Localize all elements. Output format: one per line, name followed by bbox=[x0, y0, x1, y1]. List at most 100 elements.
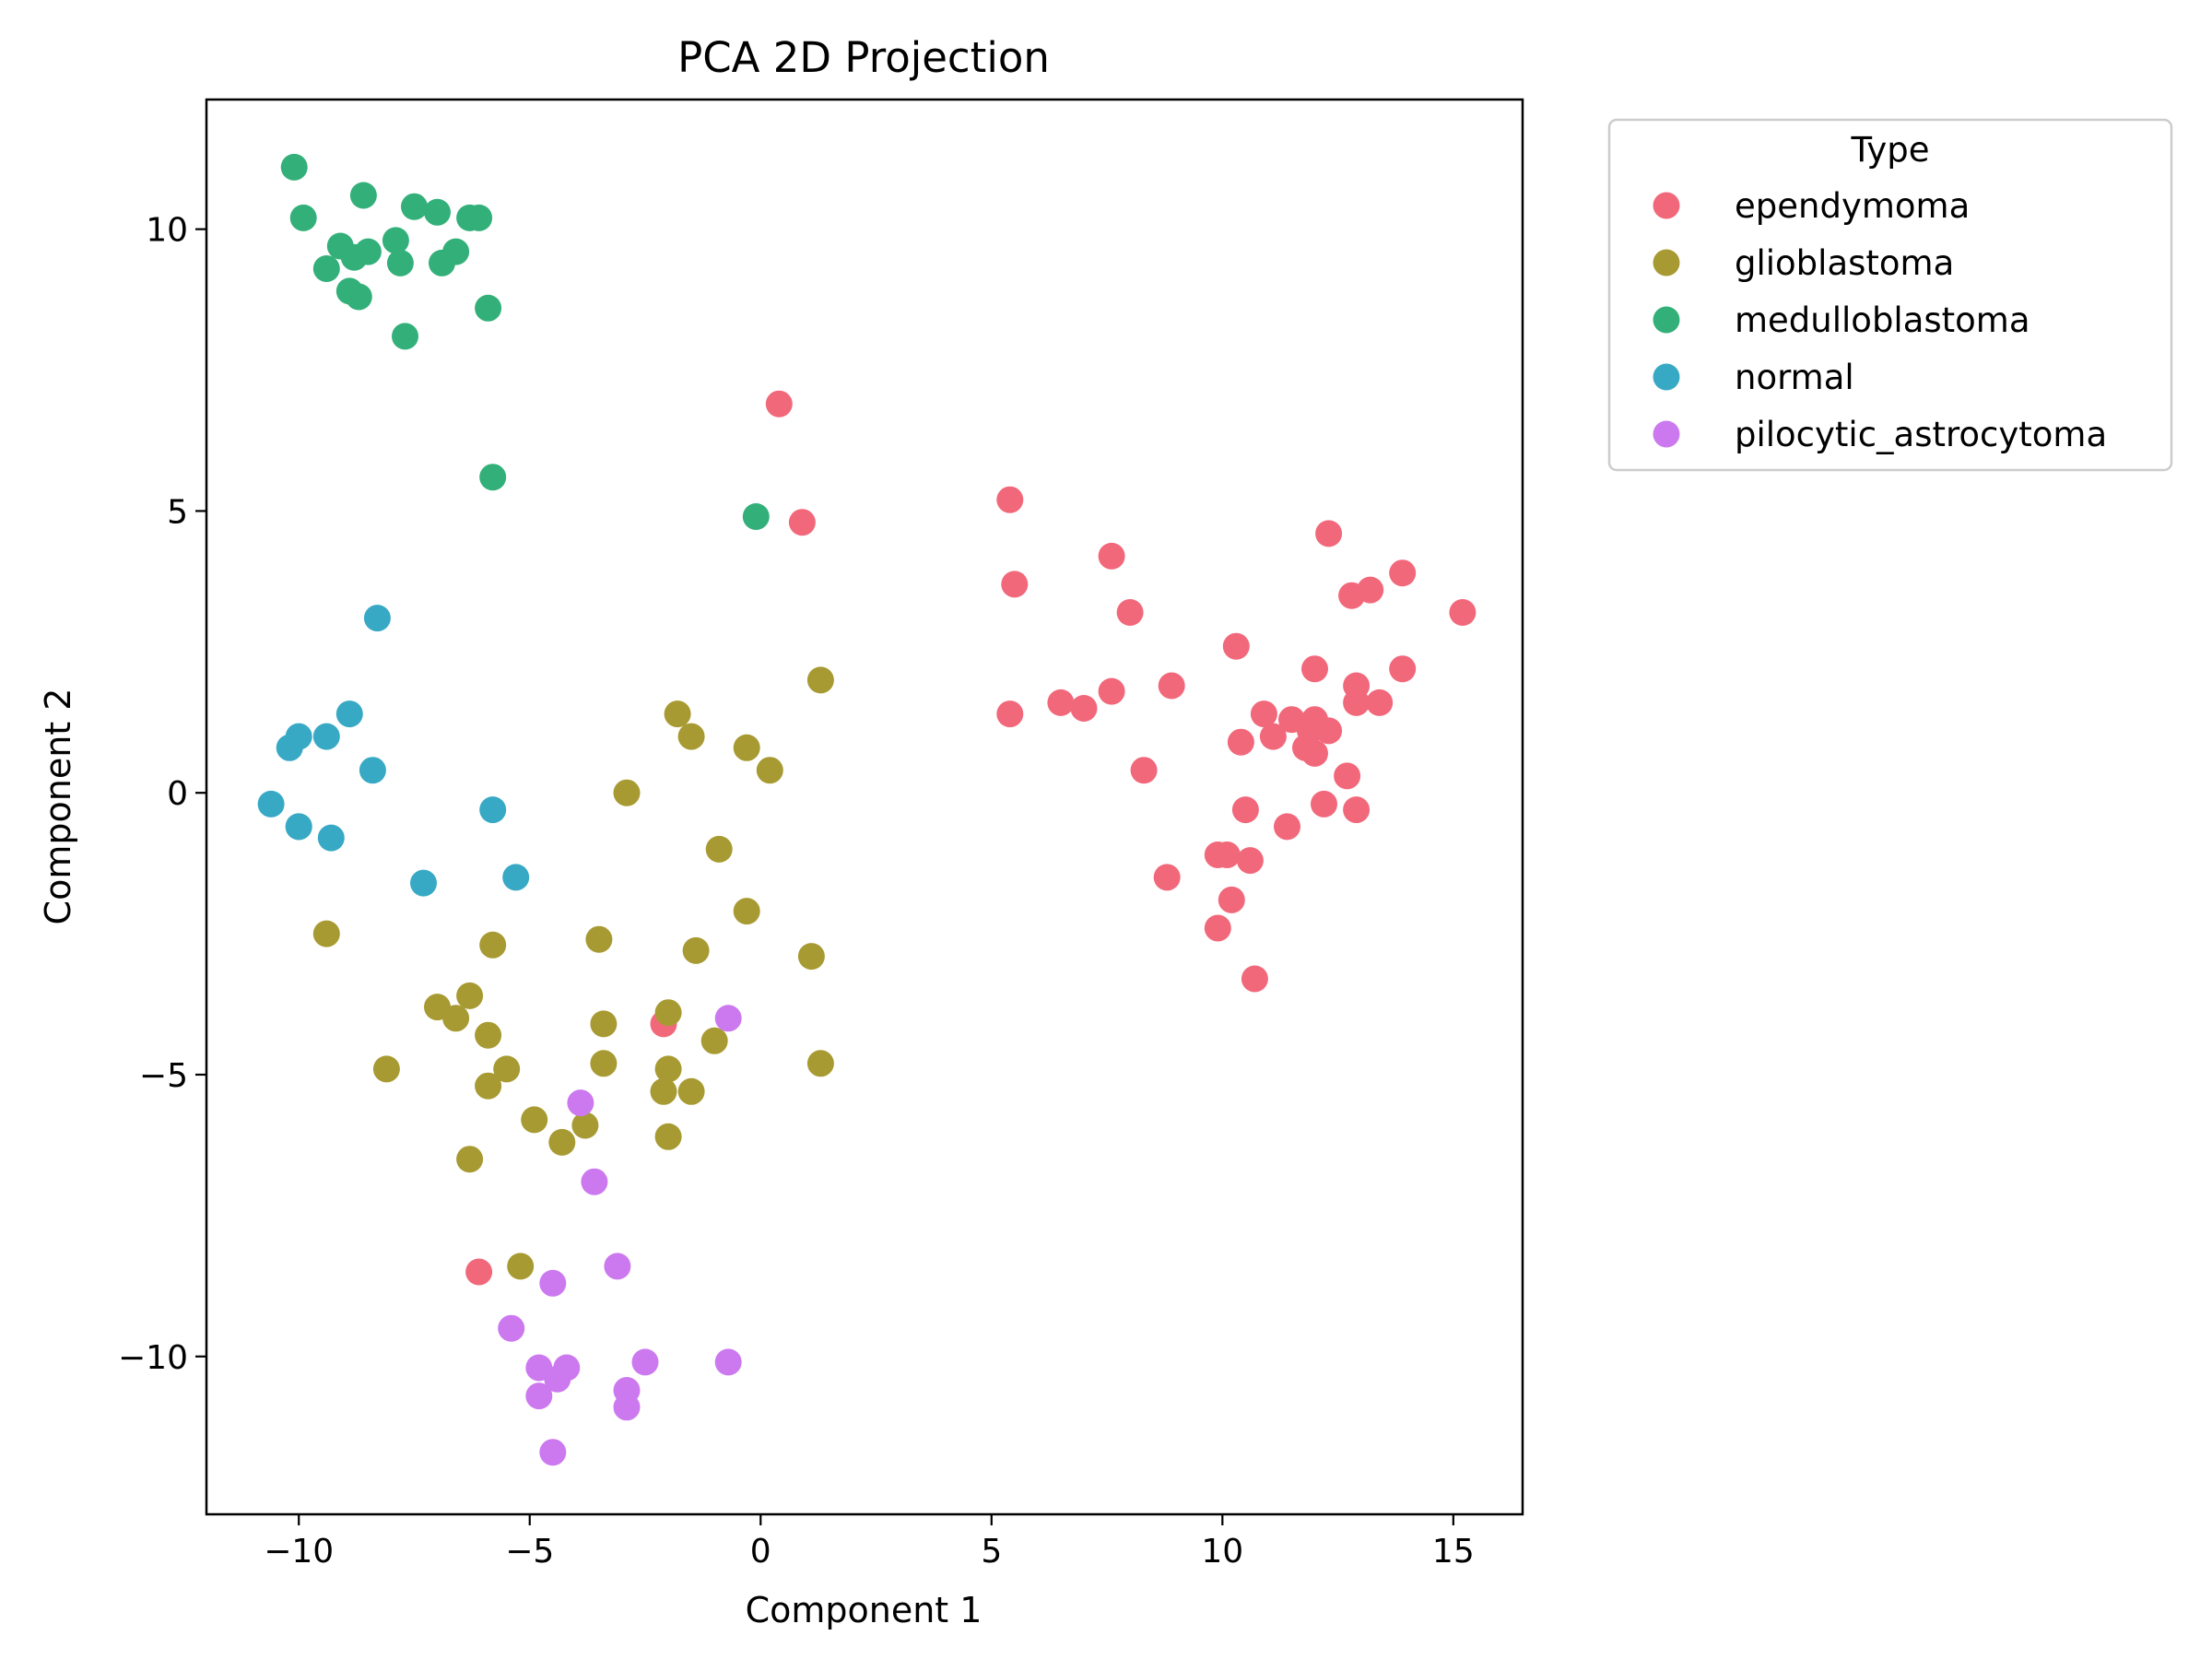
data-point bbox=[401, 193, 428, 220]
series-normal bbox=[257, 605, 530, 897]
data-point bbox=[386, 249, 414, 276]
data-point bbox=[1231, 796, 1259, 824]
data-point bbox=[424, 198, 451, 226]
data-point bbox=[475, 294, 502, 322]
x-tick-label: −5 bbox=[505, 1533, 554, 1571]
data-point bbox=[276, 734, 303, 761]
data-point bbox=[604, 1253, 631, 1280]
legend-label: normal bbox=[1735, 358, 1854, 397]
data-point bbox=[392, 323, 418, 350]
data-point bbox=[1311, 790, 1337, 818]
data-point bbox=[1366, 688, 1394, 716]
points-layer bbox=[257, 153, 1477, 1466]
data-point bbox=[1098, 542, 1125, 570]
legend-label: pilocytic_astrocytoma bbox=[1735, 415, 2107, 454]
data-point bbox=[479, 796, 507, 824]
data-point bbox=[1116, 599, 1144, 626]
legend-label: ependymoma bbox=[1735, 186, 1970, 226]
y-tick-label: −5 bbox=[139, 1057, 188, 1095]
data-point bbox=[1213, 841, 1241, 868]
legend: Type ependymoma glioblastoma medulloblasto… bbox=[1607, 118, 2173, 472]
data-point bbox=[654, 1123, 682, 1150]
data-point bbox=[312, 255, 340, 282]
data-point bbox=[1227, 728, 1254, 756]
data-point bbox=[544, 1365, 571, 1393]
data-point bbox=[1315, 520, 1343, 547]
x-axis-ticks: −10 −5 0 5 10 15 bbox=[264, 1514, 1475, 1571]
data-point bbox=[765, 390, 793, 418]
data-point bbox=[714, 1348, 742, 1376]
data-point bbox=[1001, 571, 1029, 598]
data-point bbox=[1153, 864, 1181, 891]
series-medulloblastoma bbox=[280, 153, 770, 530]
x-tick-label: 5 bbox=[981, 1533, 1002, 1571]
data-point bbox=[382, 227, 409, 254]
data-point bbox=[585, 925, 613, 953]
data-point bbox=[700, 1027, 728, 1054]
data-point bbox=[359, 757, 386, 784]
legend-marker bbox=[1653, 249, 1680, 276]
data-point bbox=[539, 1439, 567, 1466]
data-point bbox=[1047, 688, 1075, 716]
data-point bbox=[1334, 762, 1361, 790]
series-pilocytic_astrocytoma bbox=[498, 1005, 742, 1466]
data-point bbox=[1259, 723, 1287, 750]
data-point bbox=[613, 1394, 641, 1421]
data-point bbox=[571, 1112, 599, 1139]
data-point bbox=[1343, 688, 1371, 716]
x-axis-label: Component 1 bbox=[746, 1590, 982, 1630]
data-point bbox=[1250, 700, 1277, 728]
data-point bbox=[631, 1348, 659, 1376]
data-point bbox=[312, 920, 340, 947]
data-point bbox=[354, 238, 382, 265]
data-point bbox=[581, 1168, 608, 1195]
series-glioblastoma bbox=[312, 666, 834, 1280]
legend-marker bbox=[1653, 192, 1680, 219]
data-point bbox=[465, 204, 493, 231]
data-point bbox=[465, 1258, 493, 1286]
data-point bbox=[1274, 813, 1300, 841]
x-tick-label: 10 bbox=[1201, 1533, 1243, 1571]
data-point bbox=[1241, 965, 1268, 993]
data-point bbox=[714, 1005, 742, 1032]
data-point bbox=[1070, 695, 1098, 722]
data-point bbox=[664, 700, 691, 728]
legend-marker bbox=[1653, 306, 1680, 334]
y-axis-label: Component 2 bbox=[38, 688, 78, 925]
data-point bbox=[502, 864, 530, 891]
plot-area bbox=[205, 98, 1524, 1516]
legend-label: glioblastoma bbox=[1735, 243, 1954, 283]
data-point bbox=[797, 943, 825, 971]
x-tick-label: 0 bbox=[750, 1533, 771, 1571]
data-point bbox=[654, 1055, 682, 1083]
data-point bbox=[479, 931, 507, 959]
data-point bbox=[475, 1072, 502, 1100]
data-point bbox=[475, 1021, 502, 1049]
data-point bbox=[1130, 757, 1158, 784]
data-point bbox=[742, 503, 770, 530]
data-point bbox=[349, 182, 377, 209]
legend-title: Type bbox=[1851, 130, 1930, 170]
data-point bbox=[539, 1269, 567, 1297]
data-point bbox=[654, 999, 682, 1027]
data-point bbox=[806, 1050, 834, 1077]
y-tick-label: 10 bbox=[146, 212, 188, 250]
data-point bbox=[1204, 914, 1231, 942]
data-point bbox=[257, 790, 285, 818]
data-point bbox=[525, 1382, 553, 1410]
data-point bbox=[493, 1055, 521, 1083]
data-point bbox=[677, 1077, 705, 1105]
data-point bbox=[410, 869, 437, 897]
data-point bbox=[280, 153, 308, 181]
x-tick-label: −10 bbox=[264, 1533, 334, 1571]
data-point bbox=[677, 723, 705, 750]
data-point bbox=[590, 1050, 618, 1077]
legend-items: ependymoma glioblastoma medulloblastoma nor… bbox=[1653, 186, 2107, 454]
data-point bbox=[335, 700, 363, 728]
legend-label: medulloblastoma bbox=[1735, 300, 2030, 340]
data-point bbox=[806, 666, 834, 694]
data-point bbox=[1389, 655, 1417, 683]
data-point bbox=[1301, 739, 1328, 767]
data-point bbox=[317, 824, 345, 852]
